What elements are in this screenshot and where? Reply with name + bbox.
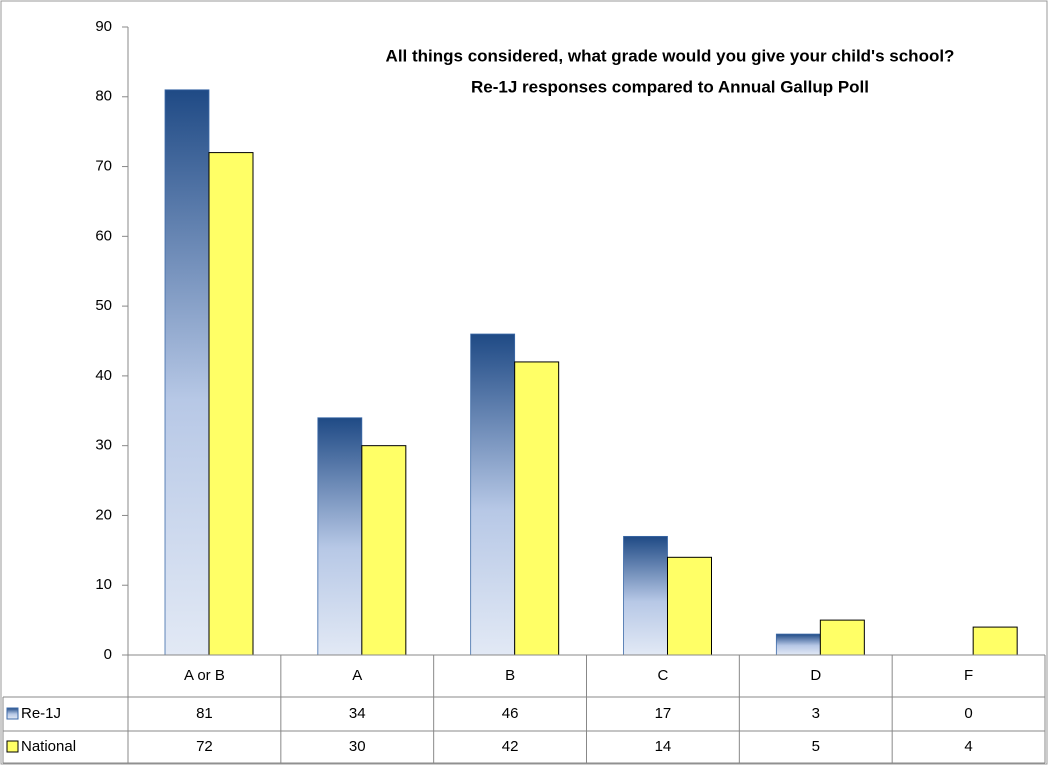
y-tick-label: 70: [95, 158, 112, 175]
bar: [514, 361, 560, 656]
bar: [317, 417, 363, 656]
bar: [208, 152, 254, 656]
table-value: 34: [349, 705, 366, 722]
x-tick-label: B: [505, 667, 515, 684]
table-value: 0: [964, 705, 972, 722]
x-tick-label: A: [352, 667, 362, 684]
bar: [972, 626, 1018, 656]
bar: [361, 445, 407, 656]
y-tick-label: 60: [95, 227, 112, 244]
x-tick-label: C: [657, 667, 668, 684]
y-tick-label: 40: [95, 367, 112, 384]
y-tick-label: 10: [95, 576, 112, 593]
y-tick-label: 0: [104, 646, 112, 663]
bar: [623, 535, 668, 656]
chart-title: All things considered, what grade would …: [386, 46, 955, 65]
table-value: 14: [655, 738, 672, 755]
table-value: 81: [196, 705, 213, 722]
bar: [470, 333, 516, 656]
legend-label: Re-1J: [21, 705, 61, 722]
table-value: 30: [349, 738, 366, 755]
x-tick-label: D: [810, 667, 821, 684]
bar: [775, 633, 821, 656]
legend-label: National: [21, 738, 76, 755]
y-tick-label: 90: [95, 18, 112, 35]
y-tick-label: 80: [95, 88, 112, 105]
legend-swatch: [6, 707, 19, 720]
table-value: 3: [812, 705, 820, 722]
table-value: 42: [502, 738, 519, 755]
y-tick-label: 30: [95, 437, 112, 454]
y-tick-label: 50: [95, 297, 112, 314]
legend-swatch: [6, 740, 19, 753]
bar: [819, 619, 865, 656]
table-value: 72: [196, 738, 213, 755]
table-value: 5: [812, 738, 820, 755]
chart-title: Re-1J responses compared to Annual Gallu…: [471, 77, 869, 96]
bar: [164, 89, 210, 656]
bar: [667, 556, 712, 656]
table-value: 4: [964, 738, 972, 755]
x-tick-label: A or B: [184, 667, 225, 684]
x-tick-label: F: [964, 667, 973, 684]
table-value: 17: [655, 705, 672, 722]
y-tick-label: 20: [95, 506, 112, 523]
table-value: 46: [502, 705, 519, 722]
